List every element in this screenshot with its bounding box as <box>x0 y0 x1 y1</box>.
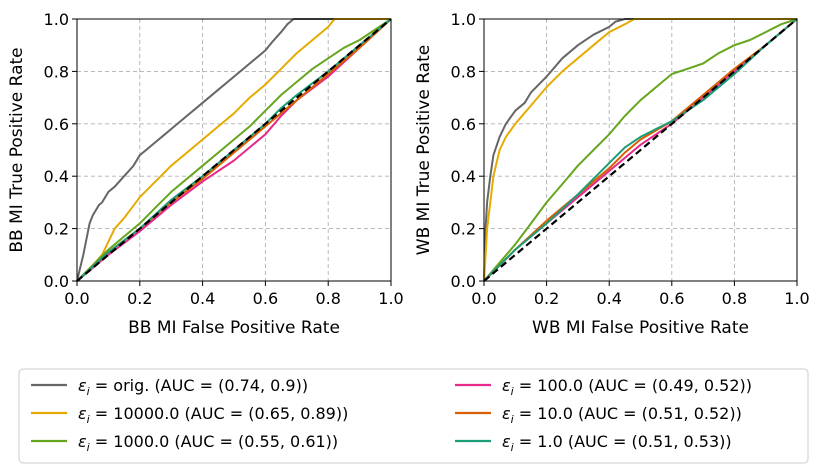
series-line-1-0 <box>483 18 798 282</box>
x-tick-label: 0.4 <box>596 289 621 308</box>
x-tick-label: 0.0 <box>64 289 89 308</box>
series-line-10000-0 <box>76 18 391 282</box>
legend-entry-label: εi = 1000.0 (AUC = (0.55, 0.61)) <box>78 432 338 454</box>
series-line-chance <box>483 18 798 282</box>
legend: εi = orig. (AUC = (0.74, 0.9)) εi = 10000… <box>18 368 809 464</box>
y-tick-label: 0.0 <box>44 272 69 291</box>
legend-entry-label: εi = orig. (AUC = (0.74, 0.9)) <box>78 376 308 398</box>
x-tick-label: 0.4 <box>190 289 215 308</box>
y-tick-label: 0.8 <box>44 62 69 81</box>
chart-panel-2: 0.0 0.2 0.4 0.6 0.8 1.0 0.0 0.2 0.4 0.6 0.8 1.0 WB M… <box>414 10 810 338</box>
y-tick-label: 0.2 <box>451 220 476 239</box>
legend-entry-label: εi = 100.0 (AUC = (0.49, 0.52)) <box>502 376 752 398</box>
x-tick-label: 1.0 <box>784 289 809 308</box>
x-axis-label: BB MI False Positive Rate <box>128 318 340 338</box>
x-axis-label: WB MI False Positive Rate <box>532 318 749 338</box>
y-tick-label: 0.6 <box>44 115 69 134</box>
y-tick-label: 0.6 <box>451 115 476 134</box>
plot-frame <box>76 18 392 282</box>
series-line-1000-0 <box>76 18 392 282</box>
y-tick-label: 0.0 <box>451 272 476 291</box>
series-line-orig <box>76 18 391 282</box>
series-line-10000-0 <box>483 18 797 282</box>
x-tick-label: 0.2 <box>534 289 559 308</box>
legend-box <box>18 368 809 464</box>
legend-entry-label: εi = 10.0 (AUC = (0.51, 0.52)) <box>502 404 742 426</box>
legend-entry-label: εi = 1.0 (AUC = (0.51, 0.53)) <box>502 432 732 454</box>
y-tick-label: 1.0 <box>451 10 476 29</box>
y-tick-label: 0.4 <box>451 167 476 186</box>
x-tick-label: 0.2 <box>127 289 152 308</box>
x-tick-label: 0.8 <box>315 289 340 308</box>
y-axis-label: WB MI True Positive Rate <box>414 45 434 255</box>
chart-panel-1: 0.0 0.2 0.4 0.6 0.8 1.0 0.0 0.2 0.4 0.6 0.8 1.0 BB M… <box>7 10 404 338</box>
x-tick-label: 0.6 <box>253 289 278 308</box>
x-tick-label: 0.6 <box>659 289 684 308</box>
y-tick-label: 0.2 <box>44 220 69 239</box>
series-line-1000-0 <box>483 18 798 282</box>
x-tick-label: 0.0 <box>471 289 496 308</box>
plot-frame <box>483 18 798 282</box>
y-tick-label: 0.8 <box>451 62 476 81</box>
x-tick-label: 0.8 <box>722 289 747 308</box>
x-tick-label: 1.0 <box>378 289 403 308</box>
y-tick-label: 1.0 <box>44 10 69 29</box>
y-axis-label: BB MI True Positive Rate <box>7 47 27 252</box>
legend-entry-label: εi = 10000.0 (AUC = (0.65, 0.89)) <box>78 404 348 426</box>
series-line-chance <box>76 18 392 282</box>
series-line-10-0 <box>483 18 798 282</box>
series-line-orig <box>483 18 797 282</box>
series-line-100-0 <box>76 18 392 282</box>
y-tick-label: 0.4 <box>44 167 69 186</box>
